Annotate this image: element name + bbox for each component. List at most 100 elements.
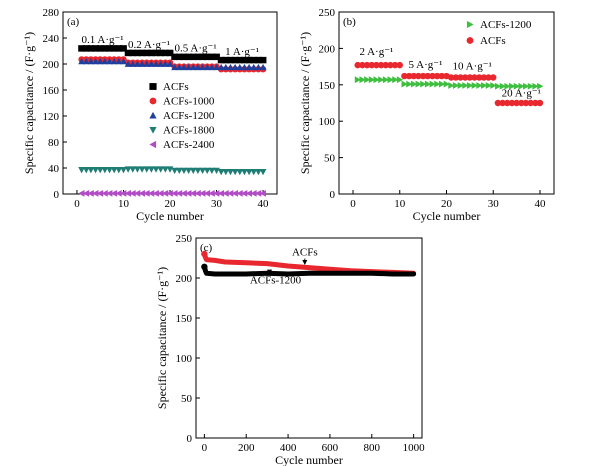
data-point xyxy=(152,166,160,173)
data-point xyxy=(532,82,539,90)
y-tick-label: 250 xyxy=(319,7,336,19)
data-point xyxy=(217,63,225,71)
data-point xyxy=(475,74,483,81)
y-tick-label: 40 xyxy=(48,163,60,175)
data-point xyxy=(171,63,179,71)
data-point xyxy=(129,60,137,67)
data-point xyxy=(175,53,183,61)
data-point xyxy=(401,72,408,80)
data-point xyxy=(143,166,151,173)
data-point xyxy=(518,99,525,107)
data-point xyxy=(208,189,215,197)
data-point xyxy=(120,167,127,174)
data-point xyxy=(222,56,230,64)
data-point xyxy=(377,61,385,69)
panel-label: (c) xyxy=(200,242,213,254)
data-point xyxy=(227,63,234,71)
data-point xyxy=(147,166,155,173)
data-point xyxy=(387,61,394,69)
data-point xyxy=(434,80,441,88)
series-acfs2400 xyxy=(78,189,266,197)
data-point xyxy=(227,189,234,197)
data-point xyxy=(157,189,164,197)
data-point xyxy=(424,80,432,88)
y-axis-label: Specific capacitance / (F·g⁻¹) xyxy=(155,267,169,409)
data-point xyxy=(134,166,141,173)
data-point xyxy=(138,166,146,173)
data-point xyxy=(354,76,362,84)
data-point xyxy=(364,76,371,84)
data-point xyxy=(208,63,216,71)
data-point xyxy=(495,82,502,90)
series-acfs1800 xyxy=(78,166,267,176)
data-point xyxy=(227,56,234,64)
data-point xyxy=(509,82,516,90)
data-point xyxy=(201,250,208,258)
data-point xyxy=(201,263,208,270)
data-point xyxy=(373,76,380,84)
data-point xyxy=(254,56,262,64)
data-point xyxy=(143,60,151,67)
data-point xyxy=(250,169,258,176)
y-tick-label: 150 xyxy=(319,80,336,92)
data-point xyxy=(101,167,109,174)
data-point xyxy=(391,61,399,69)
data-point xyxy=(236,63,244,71)
data-point xyxy=(245,56,253,64)
x-tick-label: 10 xyxy=(118,198,130,210)
data-point xyxy=(259,56,267,64)
data-point xyxy=(504,82,511,90)
data-point xyxy=(189,63,197,71)
data-point xyxy=(448,82,455,89)
data-point xyxy=(396,76,404,84)
data-point xyxy=(241,189,248,197)
legend-marker xyxy=(149,83,157,90)
data-point xyxy=(231,189,239,197)
data-point xyxy=(213,63,220,71)
data-point xyxy=(259,189,266,197)
y-axis-label: Specific capacitance / (F·g⁻¹) xyxy=(298,32,312,174)
x-tick-label: 30 xyxy=(211,198,223,210)
data-point xyxy=(429,72,436,80)
data-point xyxy=(199,63,206,71)
x-axis-label: Cycle number xyxy=(413,209,481,223)
x-tick-label: 0 xyxy=(74,198,80,210)
data-point xyxy=(513,82,521,90)
data-point xyxy=(143,189,150,197)
data-point xyxy=(180,63,188,71)
data-point xyxy=(78,58,86,65)
data-point xyxy=(245,189,252,197)
data-point xyxy=(513,99,520,107)
data-point xyxy=(161,189,169,197)
data-point xyxy=(438,80,446,88)
panel-label: (a) xyxy=(67,16,80,28)
data-point xyxy=(208,53,216,61)
data-point xyxy=(180,189,187,197)
data-point xyxy=(124,60,132,67)
data-point xyxy=(203,53,211,61)
data-point xyxy=(157,60,165,67)
data-point xyxy=(82,45,90,52)
data-point xyxy=(537,82,544,90)
data-point xyxy=(359,76,366,84)
annotation-label: 5 A·g⁻¹ xyxy=(409,59,443,71)
plot-frame xyxy=(195,237,423,439)
data-point xyxy=(457,82,464,89)
data-point xyxy=(115,45,123,52)
x-tick-label: 10 xyxy=(394,198,406,210)
data-point xyxy=(189,53,197,61)
y-tick-label: 280 xyxy=(43,7,60,19)
data-point xyxy=(87,58,95,65)
data-point xyxy=(161,60,169,67)
data-point xyxy=(527,99,534,107)
data-point xyxy=(189,167,197,174)
data-point xyxy=(231,169,239,176)
data-point xyxy=(485,74,492,81)
y-tick-label: 160 xyxy=(43,85,60,97)
legend-label: ACFs-1800 xyxy=(163,125,215,137)
data-point xyxy=(161,166,169,173)
x-tick-label: 20 xyxy=(441,198,453,210)
series-acfs1200 xyxy=(354,76,544,90)
y-tick-label: 150 xyxy=(176,313,193,325)
